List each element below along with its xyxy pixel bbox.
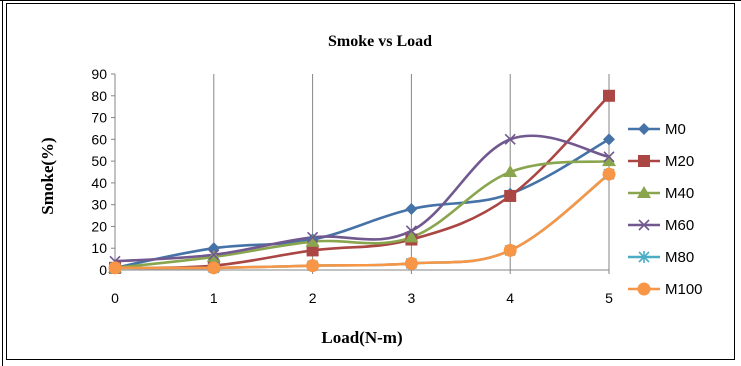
point-m40-x5	[602, 154, 616, 167]
point-m100-x5	[602, 167, 616, 181]
x-tick-label-5: 5	[605, 290, 613, 306]
legend: M0 M20 M40 M60 M80 M100	[628, 121, 703, 298]
point-m60-x2	[307, 231, 319, 243]
legend-marker-m100	[637, 282, 651, 296]
legend-marker-m80	[638, 251, 650, 263]
x-tick-label-3: 3	[408, 290, 416, 306]
x-tick-label-1: 1	[210, 290, 218, 306]
legend-marker-m0	[638, 123, 650, 135]
y-tick-label-50: 50	[91, 153, 107, 169]
y-axis-title: Smoke(%)	[38, 137, 57, 214]
legend-marker-m60	[638, 219, 650, 231]
y-tick-label-30: 30	[91, 197, 107, 213]
y-tick-label-60: 60	[91, 131, 107, 147]
y-tick-label-70: 70	[91, 110, 107, 126]
point-m100-x4	[503, 243, 517, 257]
legend-label-m20: M20	[665, 153, 694, 170]
x-tick-label-0: 0	[111, 290, 119, 306]
point-m60-x3	[405, 225, 417, 237]
chart-frame	[6, 3, 735, 360]
point-m60-x5	[603, 151, 615, 163]
legend-label-m0: M0	[665, 121, 686, 138]
point-m60-x1	[208, 249, 220, 261]
legend-marker-m40	[637, 186, 651, 198]
point-m60-x4	[504, 133, 516, 145]
frame-top-rule	[0, 0, 741, 1]
x-tick-label-4: 4	[506, 290, 514, 306]
frame-left-rule	[2, 0, 3, 366]
legend-label-m80: M80	[665, 249, 694, 266]
series-line-m0	[114, 138, 610, 270]
y-tick-label-0: 0	[99, 262, 107, 278]
point-m0-x3	[405, 203, 418, 216]
point-m0-x5	[603, 133, 615, 146]
chart-title: Smoke vs Load	[328, 33, 432, 50]
series-line-m100	[114, 173, 610, 270]
legend-label-m60: M60	[665, 217, 694, 234]
y-tick-label-40: 40	[91, 175, 107, 191]
series-lines	[114, 94, 610, 270]
point-m40-x2	[305, 234, 320, 247]
point-m40-x4	[503, 165, 518, 177]
point-m20-x5	[603, 89, 615, 102]
x-tick-labels: 0 1 2 3 4 5	[111, 290, 613, 306]
point-m100-x3	[404, 256, 418, 270]
series-markers	[108, 89, 616, 275]
point-m20-x2	[306, 244, 319, 257]
series-line-m80	[114, 173, 610, 270]
point-m100-x1	[207, 261, 221, 275]
y-tick-label-10: 10	[91, 240, 107, 256]
legend-label-m100: M100	[665, 281, 703, 298]
point-m40-x3	[404, 230, 419, 243]
y-tick-label-90: 90	[91, 66, 107, 82]
point-m100-x2	[306, 259, 320, 273]
y-tick-labels: 0 10 20 30 40 50 60 70 80 90	[91, 66, 107, 278]
legend-label-m40: M40	[665, 185, 694, 202]
y-tick-label-20: 20	[91, 218, 107, 234]
point-m20-x4	[504, 189, 517, 202]
x-tick-label-2: 2	[309, 290, 317, 306]
y-tick-label-80: 80	[91, 88, 107, 104]
point-m100-x0	[108, 261, 122, 275]
x-axis-title: Load(N-m)	[321, 328, 402, 347]
legend-marker-m20	[638, 155, 650, 167]
